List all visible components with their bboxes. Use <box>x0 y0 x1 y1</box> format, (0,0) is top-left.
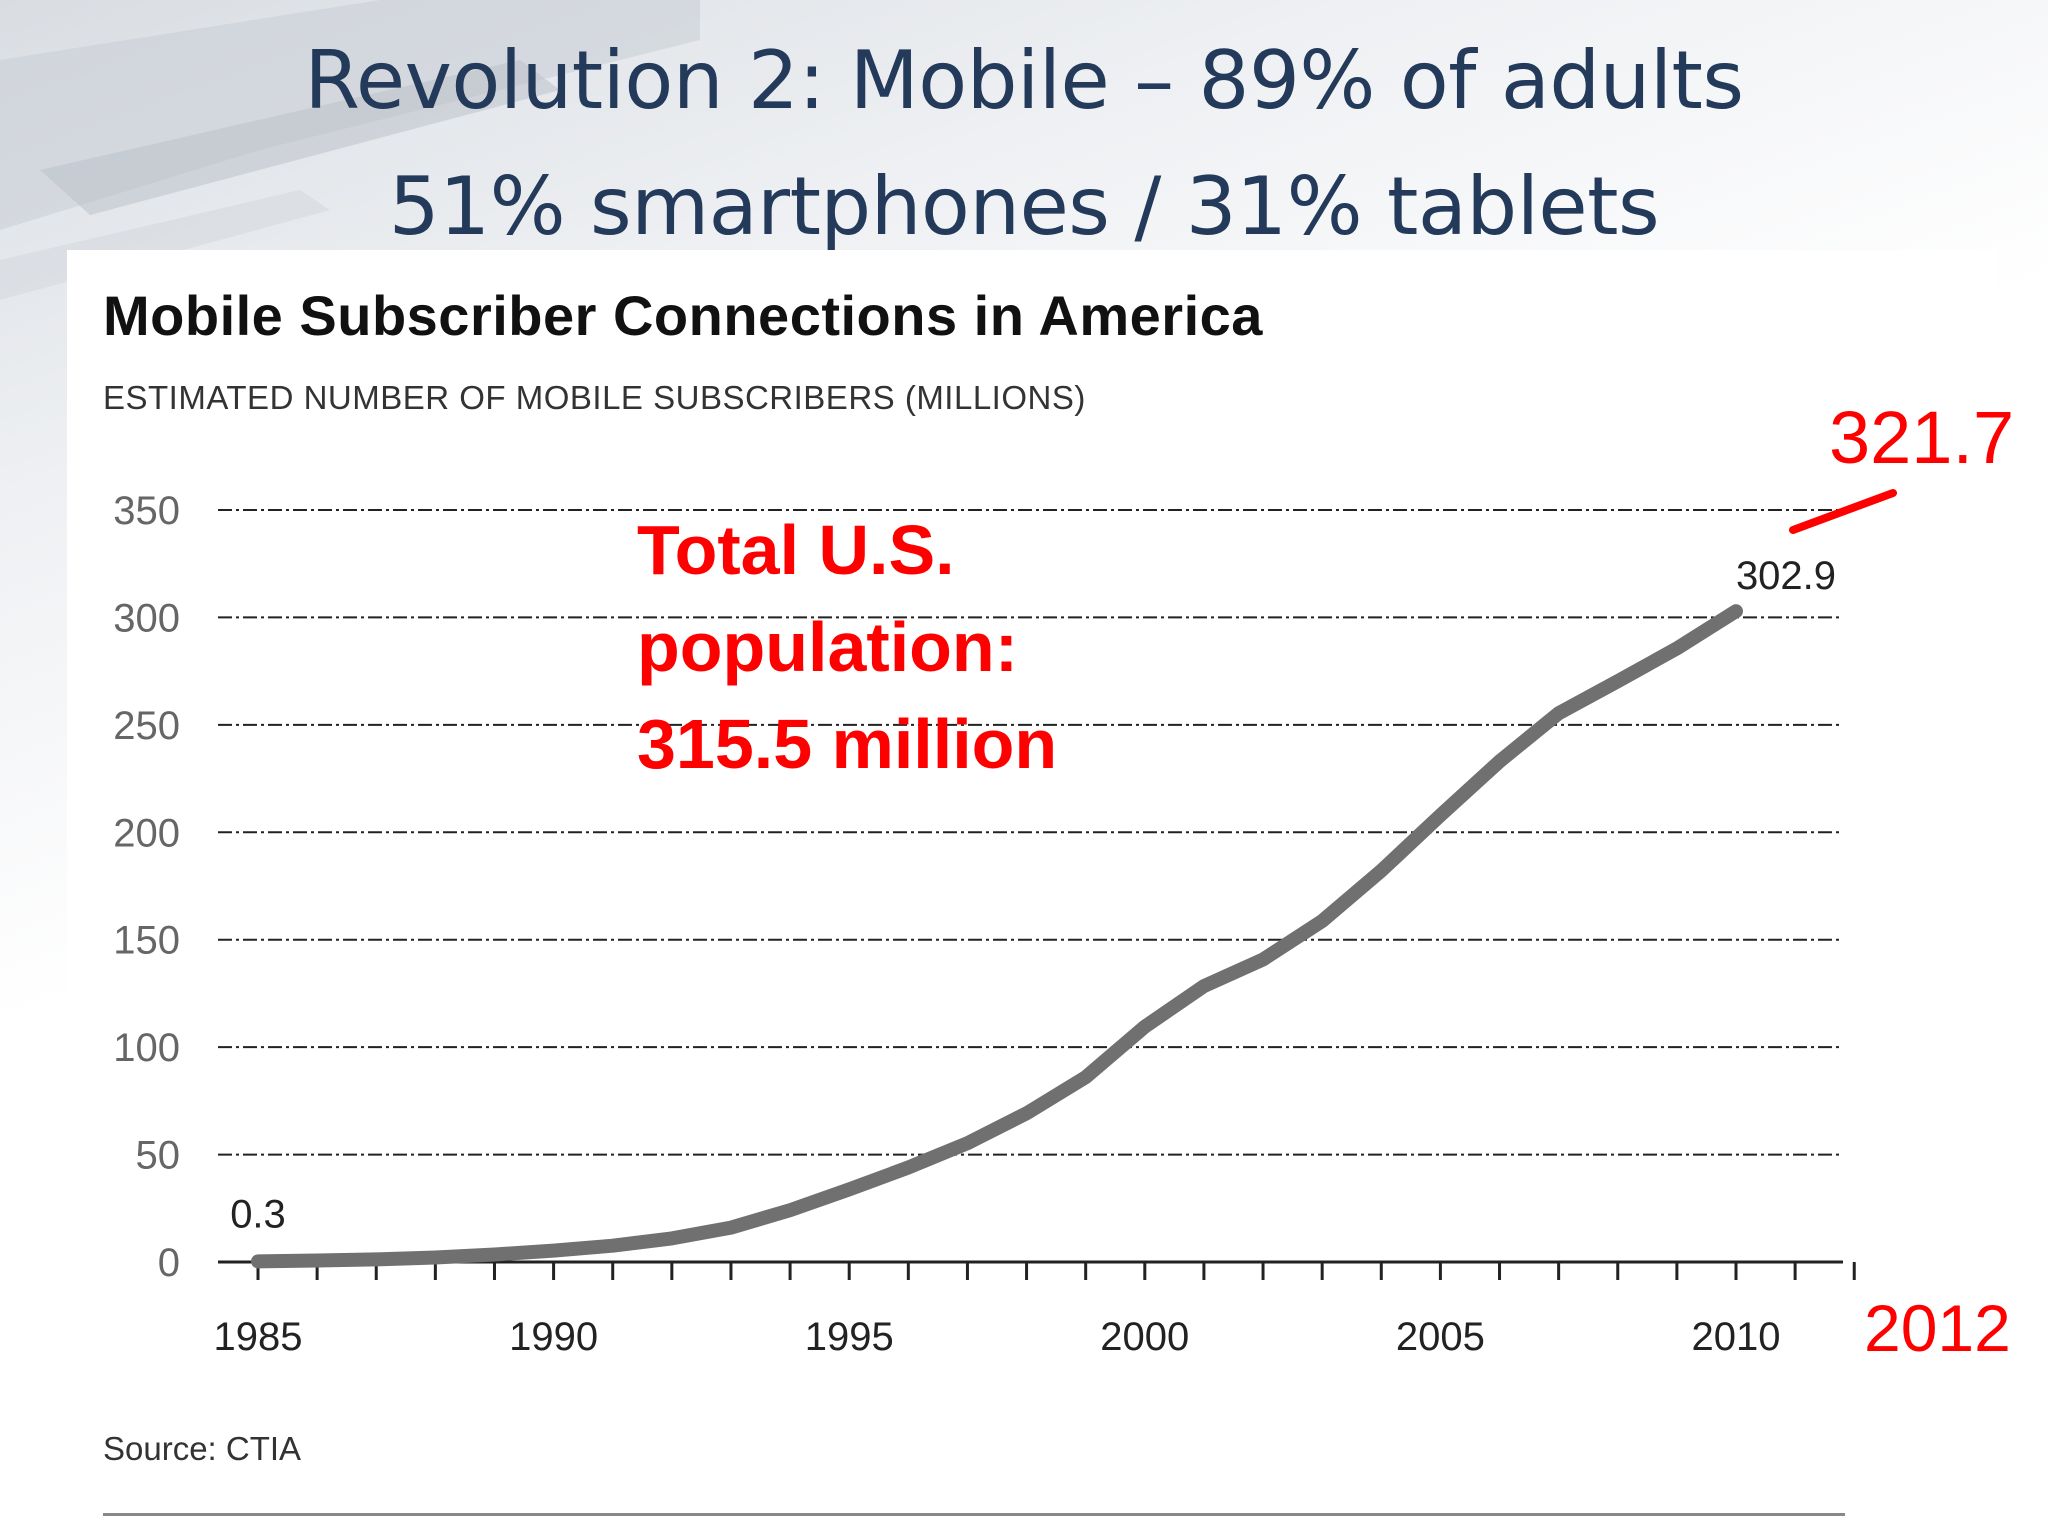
y-tick-label: 250 <box>113 704 180 748</box>
y-tick-label: 300 <box>113 596 180 640</box>
chart-subtitle: ESTIMATED NUMBER OF MOBILE SUBSCRIBERS (… <box>103 379 1086 416</box>
bottom-divider <box>103 1513 1845 1516</box>
x-tick-label: 1995 <box>805 1315 894 1359</box>
data-label: 0.3 <box>230 1192 286 1236</box>
projected-year-label: 2012 <box>1864 1291 2011 1365</box>
chart-source: Source: CTIA <box>103 1430 302 1467</box>
x-tick-label: 2005 <box>1396 1315 1485 1359</box>
chart-title: Mobile Subscriber Connections in America <box>103 284 1263 347</box>
population-callout-line-3: 315.5 million <box>637 705 1058 783</box>
slide-title-line-1: Revolution 2: Mobile – 89% of adults <box>304 34 1744 127</box>
y-tick-label: 0 <box>158 1241 180 1285</box>
population-callout: Total U.S. population: 315.5 million <box>637 502 1057 793</box>
population-callout-line-1: Total U.S. <box>637 511 955 589</box>
y-tick-label: 350 <box>113 489 180 533</box>
series-line <box>251 604 1743 1269</box>
y-tick-label: 100 <box>113 1026 180 1070</box>
x-tick-label: 1985 <box>214 1315 303 1359</box>
y-tick-label: 200 <box>113 811 180 855</box>
slide-title-line-2: 51% smartphones / 31% tablets <box>388 160 1660 253</box>
x-tick-label: 2010 <box>1692 1315 1781 1359</box>
x-tick-label: 1990 <box>509 1315 598 1359</box>
slide-title: Revolution 2: Mobile – 89% of adults 51%… <box>0 18 2048 270</box>
projection-marker <box>1789 489 1897 534</box>
projected-value-label: 321.7 <box>1829 396 2015 479</box>
y-tick-label: 50 <box>136 1134 181 1178</box>
data-label: 302.9 <box>1736 554 1836 598</box>
y-tick-label: 150 <box>113 919 180 963</box>
x-tick-label: 2000 <box>1100 1315 1189 1359</box>
chart-panel <box>67 250 1997 1536</box>
population-callout-line-2: population: <box>637 608 1019 686</box>
